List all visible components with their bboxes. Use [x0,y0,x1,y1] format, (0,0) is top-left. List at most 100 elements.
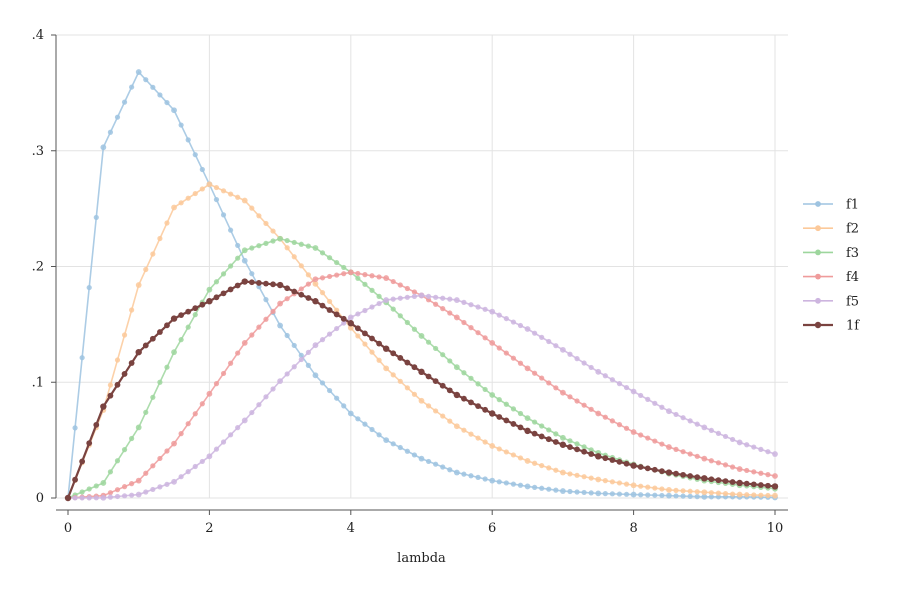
marker-f5 [461,299,467,305]
marker-f2 [447,418,453,424]
marker-f5 [411,293,418,299]
data-point-f1 [453,469,460,476]
marker-1f [694,474,701,481]
marker-f2 [192,190,198,197]
marker-f4 [680,449,686,455]
marker-1f [340,315,347,322]
marker-f4 [143,470,149,476]
marker-f2 [107,382,114,388]
marker-f4 [553,385,559,391]
marker-f5 [362,307,368,314]
data-point-f5 [383,297,390,303]
marker-f4 [404,285,410,292]
marker-f4 [715,460,722,466]
marker-f2 [235,194,241,200]
data-point-f4 [347,269,354,276]
marker-f1 [263,297,269,303]
marker-f4 [468,325,474,331]
grid [56,34,788,499]
marker-f2 [150,251,156,257]
marker-f1 [185,137,191,143]
marker-1f [376,340,382,347]
marker-f4 [235,350,241,356]
marker-f4 [567,394,573,400]
marker-f3 [588,447,594,453]
marker-1f [496,414,503,420]
x-axis-title: lambda [397,551,446,566]
marker-f4 [588,406,594,412]
marker-f5 [121,493,128,499]
marker-1f [722,478,729,485]
marker-f1 [447,467,453,473]
marker-f4 [220,370,227,377]
marker-1f [765,482,771,489]
marker-1f [185,308,192,315]
x-tick-label: 4 [347,521,355,536]
marker-1f [623,460,630,467]
marker-f4 [121,484,128,490]
series-line-1f [66,280,776,499]
data-point-f2 [524,458,531,464]
data-point-1f [701,475,708,482]
x-tick-label: 6 [488,521,496,536]
marker-f2 [645,484,651,490]
data-point-1f [489,410,496,417]
marker-f1 [510,481,517,487]
marker-f5 [369,304,375,310]
data-point-1f [100,403,107,410]
marker-f3 [341,264,347,271]
data-point-1f [312,298,319,305]
marker-f5 [249,409,255,416]
marker-f1 [475,474,481,480]
marker-f3 [284,237,290,244]
marker-f4 [341,271,347,277]
marker-f5 [468,302,474,308]
marker-f2 [581,474,587,480]
marker-f4 [319,275,326,281]
data-point-f2 [383,365,390,372]
data-point-f4 [171,440,177,447]
marker-f4 [581,402,587,408]
marker-f4 [694,453,700,459]
data-point-f4 [312,276,319,283]
marker-f1 [129,84,135,90]
marker-f5 [532,330,538,336]
marker-f4 [482,335,488,341]
marker-f5 [602,373,608,379]
marker-1f [291,288,298,295]
marker-f2 [468,431,474,437]
marker-1f [750,481,757,488]
marker-f5 [539,334,545,340]
marker-f4 [256,324,262,330]
marker-f4 [652,438,658,444]
marker-f3 [581,444,587,450]
marker-1f [461,395,467,402]
marker-f3 [376,293,382,299]
data-point-1f [206,298,213,305]
marker-f4 [355,270,361,277]
marker-f2 [482,439,488,445]
marker-1f [213,294,220,301]
marker-f3 [185,324,191,330]
marker-f3 [256,243,262,249]
data-point-f3 [135,424,142,431]
marker-f5 [425,293,432,299]
marker-f4 [539,375,545,381]
marker-f3 [532,419,538,425]
marker-f4 [150,463,156,469]
marker-f5 [192,463,198,470]
marker-f1 [581,489,587,496]
marker-f1 [673,493,679,499]
marker-f3 [433,345,439,352]
marker-f1 [199,166,205,173]
marker-f5 [687,418,693,424]
marker-f3 [228,263,234,269]
marker-f5 [744,442,750,448]
marker-f1 [687,493,693,499]
marker-f3 [164,364,170,370]
marker-f5 [638,392,644,399]
marker-f2 [751,492,757,498]
marker-f1 [602,491,608,497]
marker-1f [142,342,149,349]
marker-f5 [72,495,78,501]
